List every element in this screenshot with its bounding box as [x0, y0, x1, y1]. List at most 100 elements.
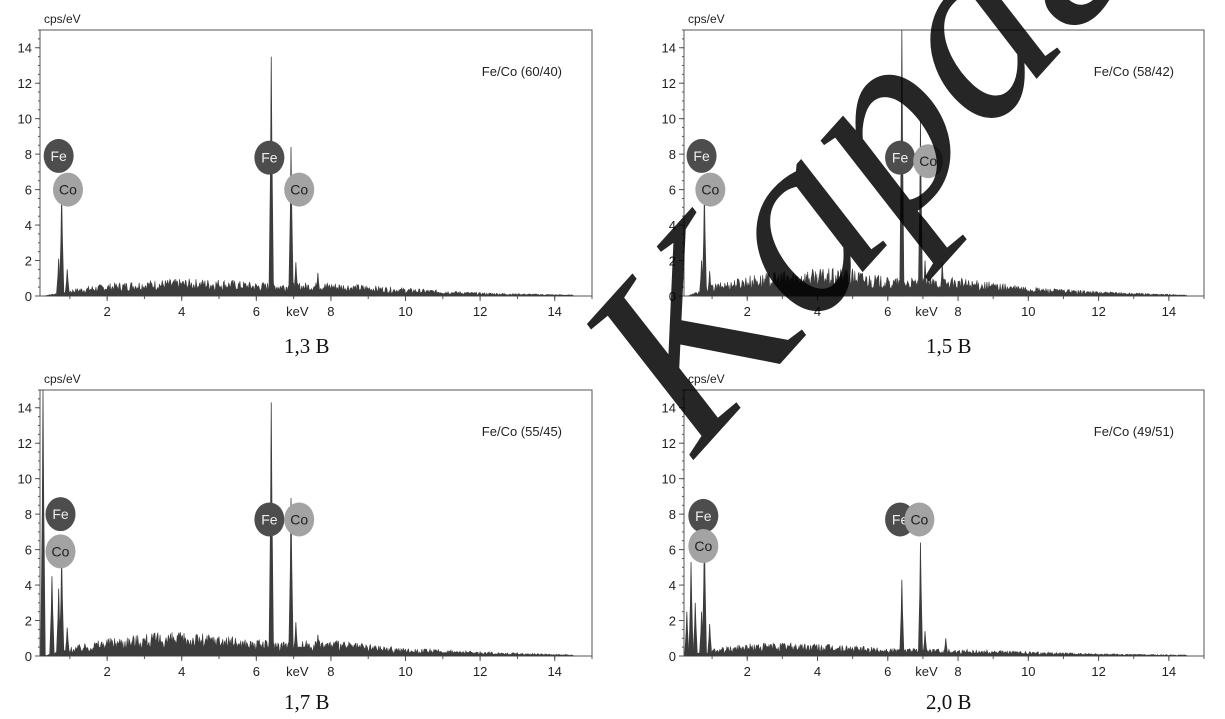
spectrum-peak	[64, 627, 70, 657]
y-tick-label: 12	[18, 436, 32, 451]
spectrum-peak	[49, 576, 55, 657]
y-tick-label: 12	[662, 436, 676, 451]
element-marker	[254, 502, 285, 537]
y-axis-label: cps/eV	[44, 12, 81, 26]
spectrum-panel-1-3V: 0 2 4 6 8 10 12 14 2 4 6 8 10 12 14 cps/eV keV Fe/Co (60/…	[0, 0, 612, 359]
spectrum-background	[687, 267, 1187, 297]
element-label: Fe	[693, 148, 710, 164]
x-tick-label: 10	[398, 304, 412, 319]
chart-caption: 1,3 В	[284, 334, 330, 358]
x-tick-label: 12	[1091, 664, 1105, 679]
spectrum-chart-2-0V: 0 2 4 6 8 10 12 14 2 4 6 8 10 12 14 cps/eV keV Fe/Co (49/…	[662, 372, 1205, 679]
spectrum-peak	[315, 272, 321, 297]
y-tick-label: 2	[25, 254, 32, 269]
element-label: Fe	[50, 148, 67, 164]
x-tick-label: 14	[547, 664, 561, 679]
spectrum-background	[687, 642, 1187, 657]
x-axis-label: keV	[915, 664, 938, 679]
y-tick-label: 6	[25, 543, 32, 558]
spectrum-peak	[917, 542, 923, 657]
x-tick-label: 6	[884, 664, 891, 679]
spectrum-peak	[943, 638, 949, 657]
element-marker	[45, 497, 76, 532]
y-tick-label: 6	[669, 543, 676, 558]
y-tick-label: 2	[669, 254, 676, 269]
composition-annotation: Fe/Co (49/51)	[1094, 424, 1174, 439]
x-tick-label: 8	[954, 304, 961, 319]
element-marker	[885, 140, 916, 175]
spectrum-peak	[922, 631, 928, 657]
element-label: Co	[694, 538, 712, 554]
x-tick-label: 12	[1091, 304, 1105, 319]
composition-annotation: Fe/Co (58/42)	[1094, 64, 1174, 79]
x-tick-label: 6	[253, 304, 260, 319]
spectrum-peak	[688, 562, 694, 657]
x-tick-label: 8	[954, 664, 961, 679]
x-tick-label: 2	[104, 304, 111, 319]
spectrum-peak	[64, 269, 70, 297]
element-marker	[43, 138, 74, 173]
y-tick-label: 4	[669, 218, 676, 233]
element-label: Fe	[892, 150, 909, 166]
spectrum-chart-1-3V: 0 2 4 6 8 10 12 14 2 4 6 8 10 12 14 cps/eV keV Fe/Co (60/…	[18, 12, 593, 319]
spectrum-peak	[288, 147, 294, 297]
y-tick-label: 8	[669, 507, 676, 522]
y-axis-label: cps/eV	[688, 12, 725, 26]
x-tick-label: 12	[473, 664, 487, 679]
y-tick-label: 10	[18, 112, 32, 127]
y-tick-label: 8	[25, 147, 32, 162]
spectrum-peak	[701, 191, 707, 297]
element-marker	[695, 172, 726, 207]
y-tick-label: 10	[662, 112, 676, 127]
element-label: Co	[59, 182, 77, 198]
element-marker	[913, 144, 944, 179]
element-label: Co	[290, 182, 308, 198]
x-tick-label: 4	[178, 304, 185, 319]
y-tick-label: 4	[25, 218, 32, 233]
x-tick-label: 8	[327, 304, 334, 319]
y-tick-label: 8	[669, 147, 676, 162]
spectrum-peak	[58, 193, 65, 297]
y-tick-label: 2	[25, 614, 32, 629]
element-label: Co	[910, 511, 928, 527]
x-tick-label: 10	[1021, 664, 1035, 679]
chart-caption: 1,7 В	[284, 690, 330, 714]
y-tick-label: 0	[669, 289, 676, 304]
y-tick-label: 12	[18, 76, 32, 91]
y-tick-label: 14	[662, 41, 676, 56]
x-tick-label: 2	[744, 664, 751, 679]
spectrum-peak	[315, 634, 321, 657]
element-marker	[284, 172, 315, 207]
spectrum-peak	[707, 624, 713, 657]
x-tick-label: 14	[1162, 304, 1176, 319]
element-marker	[45, 534, 76, 569]
x-tick-label: 2	[744, 304, 751, 319]
y-tick-label: 10	[662, 472, 676, 487]
element-marker	[688, 529, 719, 564]
chart-caption: 1,5 В	[926, 334, 972, 358]
spectrum-peak	[268, 56, 274, 297]
spectrum-peak	[692, 602, 698, 657]
x-tick-label: 14	[547, 304, 561, 319]
spectrum-peak	[58, 556, 65, 657]
spectrum-background	[43, 278, 574, 297]
element-label: Co	[290, 511, 308, 527]
spectrum-peak	[293, 622, 299, 657]
composition-annotation: Fe/Co (55/45)	[482, 424, 562, 439]
y-tick-label: 0	[25, 289, 32, 304]
element-label: Co	[701, 182, 719, 198]
y-tick-label: 14	[18, 401, 32, 416]
spectrum-peak	[293, 262, 299, 297]
element-marker	[52, 172, 83, 207]
y-tick-label: 14	[662, 401, 676, 416]
element-label: Co	[919, 153, 937, 169]
x-axis-label: keV	[915, 304, 938, 319]
element-label: Fe	[695, 508, 712, 524]
chart-caption: 2,0 В	[926, 690, 972, 714]
x-tick-label: 8	[327, 664, 334, 679]
x-tick-label: 4	[178, 664, 185, 679]
spectrum-peak	[707, 271, 713, 297]
y-tick-label: 10	[18, 472, 32, 487]
element-marker	[688, 498, 719, 533]
y-tick-label: 6	[25, 183, 32, 198]
